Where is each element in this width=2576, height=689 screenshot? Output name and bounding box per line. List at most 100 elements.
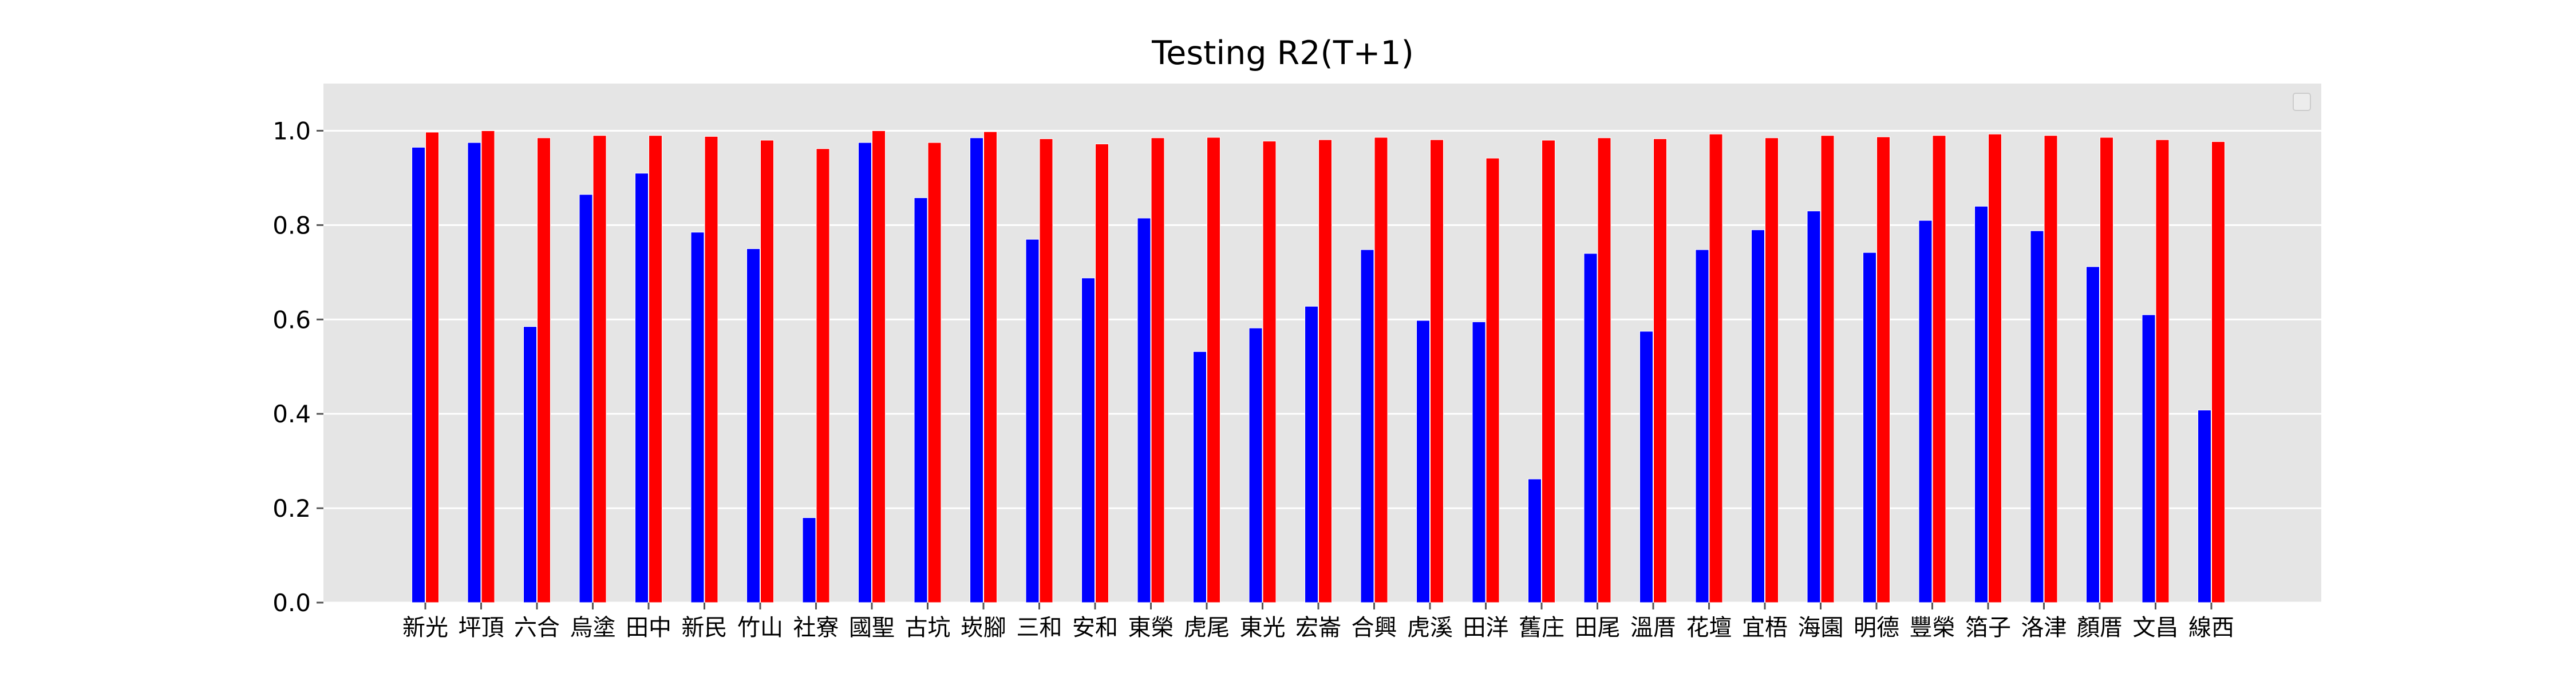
bar-series-2 xyxy=(649,135,662,603)
bar-series-2 xyxy=(2100,137,2113,603)
y-tick-label: 1.0 xyxy=(272,117,311,145)
x-tick-label: 宜梧 xyxy=(1742,615,1788,641)
bar-series-2 xyxy=(1876,136,1890,603)
x-tick-label: 合興 xyxy=(1352,615,1397,641)
legend xyxy=(2293,93,2311,111)
bar-series-2 xyxy=(1820,135,1835,603)
x-tick-label: 新民 xyxy=(682,615,728,641)
bar-series-2 xyxy=(1262,141,1277,603)
y-tick-label: 0.6 xyxy=(272,306,311,334)
bar-series-1 xyxy=(1193,351,1207,603)
bar-series-1 xyxy=(1249,327,1263,603)
x-tick-label: 田尾 xyxy=(1575,615,1621,641)
bar-series-1 xyxy=(2198,410,2211,603)
bar-series-1 xyxy=(1863,252,1876,603)
bar-series-1 xyxy=(1974,205,1988,603)
bar-series-2 xyxy=(2044,135,2058,603)
bar-series-1 xyxy=(2086,266,2100,603)
bar-series-1 xyxy=(1025,239,1040,603)
bar-series-1 xyxy=(914,197,928,603)
bar-series-2 xyxy=(927,142,942,603)
bars xyxy=(412,130,2225,603)
bar-series-1 xyxy=(2030,230,2044,603)
bar-series-1 xyxy=(1305,306,1318,603)
x-tick-label: 虎溪 xyxy=(1407,615,1453,641)
x-tick-label: 新光 xyxy=(402,615,448,641)
bar-series-2 xyxy=(1932,135,1946,603)
bar-series-1 xyxy=(746,248,760,603)
x-tick-label: 田洋 xyxy=(1463,615,1509,641)
x-tick-label: 洛津 xyxy=(2021,615,2067,641)
x-tick-label: 虎尾 xyxy=(1184,615,1230,641)
bar-series-1 xyxy=(1639,331,1653,603)
x-tick-label: 線西 xyxy=(2188,615,2234,641)
bar-series-1 xyxy=(1360,249,1374,603)
bar-series-2 xyxy=(1988,133,2002,603)
x-tick-label: 溫厝 xyxy=(1630,615,1676,641)
x-tick-label: 坪頂 xyxy=(459,615,504,641)
bar-series-1 xyxy=(1583,253,1598,603)
bar-series-2 xyxy=(983,131,997,603)
x-tick-label: 箔子 xyxy=(1965,615,2011,641)
x-tick-label: 豐榮 xyxy=(1910,615,1955,641)
x-tick-label: 安和 xyxy=(1072,615,1118,641)
bar-series-2 xyxy=(1765,137,1779,603)
x-tick-label: 顏厝 xyxy=(2077,615,2123,641)
bar-series-1 xyxy=(1081,278,1095,603)
bar-series-1 xyxy=(579,194,593,603)
x-tick-label: 海園 xyxy=(1798,615,1844,641)
bar-series-2 xyxy=(704,136,718,603)
x-tick-label: 竹山 xyxy=(737,615,783,641)
bar-series-2 xyxy=(1318,139,1332,603)
bar-series-1 xyxy=(467,142,481,603)
bar-series-2 xyxy=(872,130,886,603)
y-tick-label: 0.8 xyxy=(272,211,311,239)
chart-title: Testing R2(T+1) xyxy=(1151,34,1414,72)
x-tick-label: 東光 xyxy=(1240,615,1286,641)
bar-series-2 xyxy=(1151,137,1165,603)
bar-series-2 xyxy=(425,132,439,603)
x-tick-label: 宏崙 xyxy=(1295,615,1341,641)
x-tick-label: 田中 xyxy=(626,615,671,641)
x-tick-label: 國聖 xyxy=(849,615,895,641)
bar-series-2 xyxy=(1039,138,1053,603)
x-tick-label: 文昌 xyxy=(2133,615,2179,641)
x-tick-label: 舊庄 xyxy=(1519,615,1564,641)
bar-series-1 xyxy=(2142,314,2156,603)
bar-series-2 xyxy=(1095,144,1109,603)
x-tick-label: 花壇 xyxy=(1686,615,1732,641)
x-tick-label: 東榮 xyxy=(1128,615,1174,641)
y-tick-label: 0.4 xyxy=(272,400,311,428)
bar-series-2 xyxy=(2211,141,2225,603)
bar-series-1 xyxy=(1528,478,1542,603)
x-tick-label: 三和 xyxy=(1017,615,1062,641)
x-tick-label: 古坑 xyxy=(905,615,951,641)
bar-series-1 xyxy=(1751,229,1765,603)
bar-series-2 xyxy=(1207,137,1220,603)
x-tick-label: 崁腳 xyxy=(961,615,1006,641)
bar-series-2 xyxy=(1374,137,1388,603)
bar-series-1 xyxy=(802,517,816,603)
x-tick-label: 烏塗 xyxy=(570,615,616,641)
bar-series-1 xyxy=(1472,321,1486,603)
bar-series-1 xyxy=(1918,220,1933,603)
bar-series-2 xyxy=(1542,140,1555,603)
bar-series-1 xyxy=(690,232,705,603)
x-tick-label: 明德 xyxy=(1854,615,1899,641)
bar-series-2 xyxy=(537,137,551,603)
x-tick-label: 六合 xyxy=(514,615,560,641)
bar-series-1 xyxy=(1807,211,1821,603)
bar-series-1 xyxy=(858,142,872,603)
bar-series-1 xyxy=(523,326,537,603)
bar-series-2 xyxy=(1709,133,1723,603)
bar-series-1 xyxy=(1137,217,1151,603)
bar-series-2 xyxy=(2155,139,2170,603)
bar-series-2 xyxy=(1653,138,1667,603)
bar-series-2 xyxy=(592,135,607,603)
x-tick-label: 社寮 xyxy=(793,615,839,641)
bar-series-2 xyxy=(816,148,830,603)
bar-series-1 xyxy=(1695,249,1709,603)
bar-series-2 xyxy=(1597,137,1611,603)
y-tick-label: 0.2 xyxy=(272,494,311,522)
y-tick-label: 0.0 xyxy=(272,589,311,617)
